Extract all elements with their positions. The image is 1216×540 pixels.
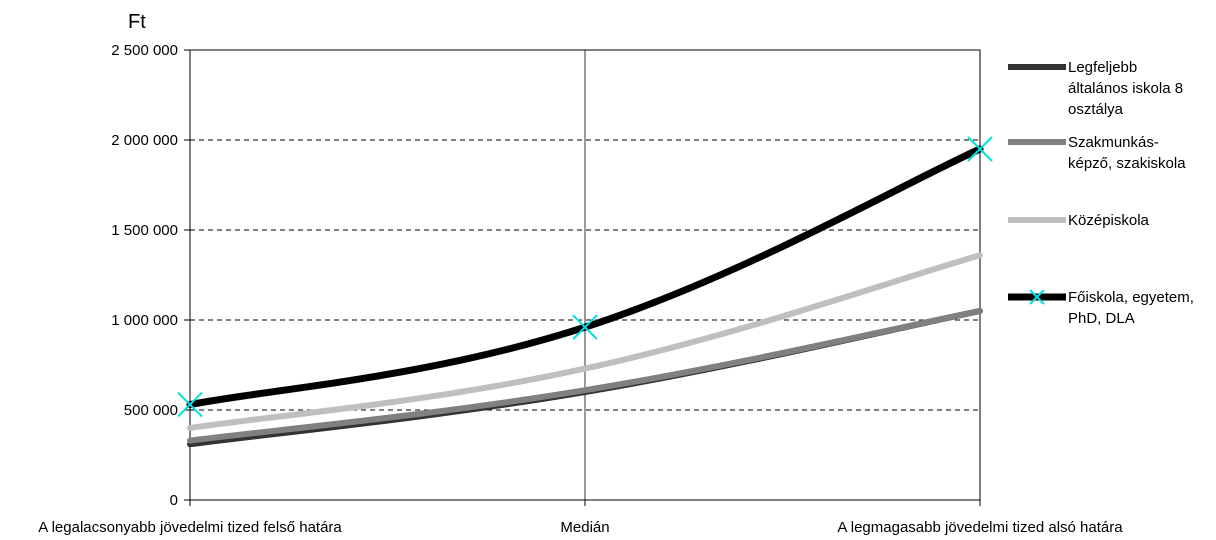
legend-marker [1029,289,1045,305]
series-markers [177,136,993,418]
legend-label: PhD, DLA [1068,310,1135,327]
y-tick-label: 0 [170,492,178,509]
y-tick-label: 1 500 000 [111,222,178,239]
legend-label: képző, szakiskola [1068,155,1186,172]
legend-label: osztálya [1068,101,1124,118]
legend-label: általános iskola 8 [1068,80,1183,97]
series-line [187,308,983,444]
legend-label: Legfeljebb [1068,59,1137,76]
legend-item: Legfeljebb általános iskola 8 osztálya [1008,59,1183,118]
legend: Legfeljebb általános iskola 8 osztálya Szak… [1008,59,1194,327]
legend-item: Főiskola, egyetem, PhD, DLA [1008,289,1194,327]
x-tick-label: Medián [560,519,609,536]
legend-label: Főiskola, egyetem, [1068,289,1194,306]
series-marker [572,314,598,340]
legend-item: Középiskola [1008,212,1150,229]
series-line [187,252,983,431]
legend-label: Szakmunkás- [1068,134,1159,151]
series-marker [967,136,993,162]
x-tick-label: A legalacsonyabb jövedelmi tized felső h… [38,519,342,536]
y-axis-ticks: 0 500 000 1 000 000 1 500 000 2 000 000 2 500… [111,42,190,509]
y-axis-unit-label: Ft [128,11,146,33]
y-tick-label: 1 000 000 [111,312,178,329]
series-lines [186,145,984,448]
gridlines [190,50,980,500]
y-tick-label: 500 000 [124,402,178,419]
y-tick-label: 2 000 000 [111,132,178,149]
x-axis-ticks: A legalacsonyabb jövedelmi tized felső h… [38,500,1123,536]
legend-item: Szakmunkás-képző, szakiskola [1008,134,1186,172]
x-tick-label: A legmagasabb jövedelmi tized alsó határ… [837,519,1123,536]
legend-label: Középiskola [1068,212,1150,229]
y-tick-label: 2 500 000 [111,42,178,59]
series-marker [177,391,203,418]
